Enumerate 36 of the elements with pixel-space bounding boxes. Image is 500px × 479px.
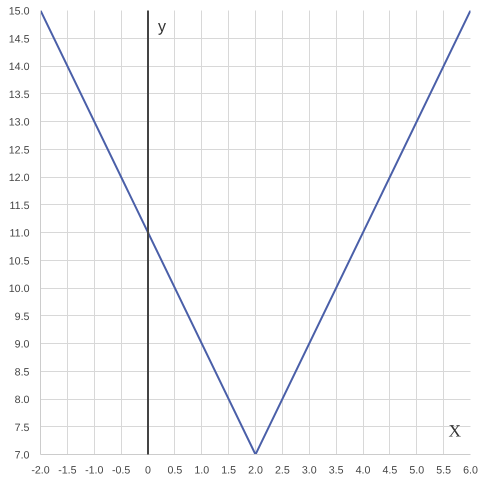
y-tick-label: 11.0 [10, 228, 30, 240]
x-tick-label: -1.5 [58, 464, 77, 476]
y-tick-label: 7.5 [14, 422, 30, 434]
y-tick-label: 8.5 [14, 366, 30, 378]
x-tick-label: -1.0 [85, 464, 104, 476]
y-tick-label: 10.0 [8, 283, 30, 295]
y-tick-label: 15.0 [8, 6, 30, 18]
x-tick-label: 2.5 [274, 464, 290, 476]
y-tick-label: 12.0 [8, 172, 30, 184]
x-tick-label: -0.5 [112, 464, 130, 476]
y-tick-label: 13.0 [8, 116, 30, 128]
y-tick-label: 8.0 [14, 394, 30, 406]
x-tick-label: 0 [145, 464, 152, 476]
y-tick-label: 14.0 [8, 61, 30, 73]
x-tick-label: 6.0 [463, 464, 478, 476]
y-tick-label: 14.5 [8, 33, 30, 46]
y-tick-label: 10.5 [8, 255, 30, 268]
x-tick-label: 3.5 [328, 464, 344, 476]
x-tick-label: 0.5 [167, 464, 182, 476]
x-tick-label: -2.0 [31, 464, 50, 476]
x-tick-label: 4.5 [382, 464, 398, 476]
x-tick-label: 5.5 [436, 464, 452, 476]
x-tick-label: 1.0 [194, 464, 210, 476]
x-tick-label: 1.5 [221, 464, 236, 476]
y-tick-label: 9.0 [14, 338, 30, 350]
x-tick-label: 3.0 [302, 464, 317, 476]
x-tick-label: 4.0 [356, 464, 370, 476]
x-tick-label: 5.0 [409, 464, 424, 476]
y-tick-label: 11.5 [10, 200, 30, 212]
y-tick-label: 12.5 [8, 144, 30, 156]
x-axis-title: X [448, 422, 462, 440]
y-tick-label: 7.0 [14, 450, 30, 462]
y-tick-label: 9.5 [14, 310, 30, 323]
y-tick-label: 13.5 [8, 88, 30, 101]
y-axis-title: y [158, 18, 166, 36]
x-tick-label: 2.0 [248, 464, 263, 476]
